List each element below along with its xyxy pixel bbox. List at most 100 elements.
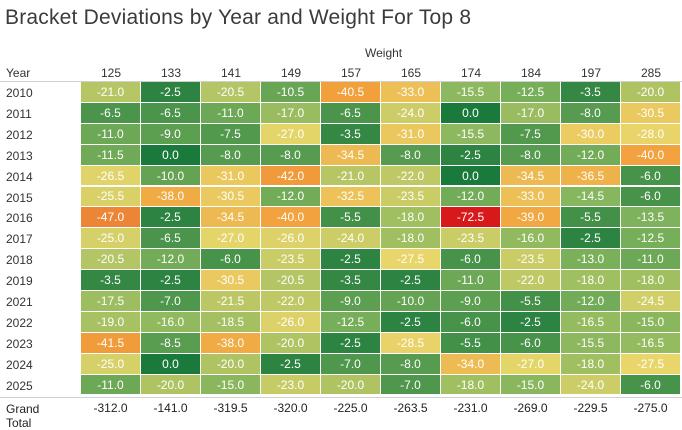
heatmap-cell: -18.0 xyxy=(441,374,500,395)
heatmap-cell: -5.5 xyxy=(561,207,620,228)
grand-total-value: -141.0 xyxy=(153,400,188,415)
heatmap-cell: -11.5 xyxy=(81,144,140,165)
heatmap-cell: -72.5 xyxy=(441,207,500,228)
heatmap-cell: -30.5 xyxy=(621,102,680,123)
heatmap-cell: -16.0 xyxy=(141,311,200,332)
heatmap-cell: -5.5 xyxy=(501,291,560,311)
heatmap-cell: -7.0 xyxy=(381,374,440,395)
row-header-2010: 2010 xyxy=(6,86,33,100)
heatmap-cell: -34.5 xyxy=(501,165,560,186)
row-header-2025: 2025 xyxy=(6,378,33,393)
heatmap-cell: -8.0 xyxy=(501,144,560,165)
heatmap-cell: -38.0 xyxy=(201,332,260,353)
grand-total-value: -312.0 xyxy=(93,400,128,415)
heatmap-cell: -2.5 xyxy=(321,332,380,353)
heatmap-cell: -7.0 xyxy=(141,291,200,311)
heatmap-cell: -28.5 xyxy=(381,332,440,353)
row-header-2021: 2021 xyxy=(6,295,33,309)
heatmap-cell: -40.0 xyxy=(261,207,320,228)
heatmap-cell: -6.0 xyxy=(621,374,680,395)
heatmap-cell: -9.0 xyxy=(141,123,200,144)
column-header-133: 133 xyxy=(160,66,182,80)
heatmap-cell: -5.5 xyxy=(441,332,500,353)
heatmap-cell: -25.0 xyxy=(81,228,140,249)
heatmap-cell: -27.5 xyxy=(381,249,440,270)
heatmap-cell: -26.0 xyxy=(261,228,320,249)
row-header-2022: 2022 xyxy=(6,315,33,330)
heatmap-cell: -33.0 xyxy=(381,82,440,102)
heatmap-cell: -6.0 xyxy=(621,165,680,186)
heatmap-cell: -18.0 xyxy=(561,270,620,290)
grand-total-label: Grand Total xyxy=(6,401,40,430)
heatmap-cell: -11.0 xyxy=(201,102,260,123)
heatmap-cell: -24.0 xyxy=(321,228,380,249)
row-header-2015: 2015 xyxy=(6,190,33,205)
heatmap-cell: -47.0 xyxy=(81,207,140,228)
heatmap-cell: -16.5 xyxy=(561,311,620,332)
heatmap-cell: 0.0 xyxy=(141,353,200,374)
row-header-2013: 2013 xyxy=(6,148,33,163)
heatmap-cell: -17.0 xyxy=(501,102,560,123)
heatmap-cell: -3.5 xyxy=(321,270,380,290)
heatmap-cell: -9.0 xyxy=(321,291,380,311)
heatmap-cell: -8.0 xyxy=(381,144,440,165)
row-axis-label: Year xyxy=(6,66,31,80)
heatmap-cell: -20.5 xyxy=(261,270,320,290)
heatmap-cell: -26.0 xyxy=(261,311,320,332)
heatmap-cell: -30.5 xyxy=(201,186,260,207)
heatmap-cell: -2.5 xyxy=(441,144,500,165)
heatmap-cell: -24.5 xyxy=(621,291,680,311)
heatmap-cell: -12.5 xyxy=(501,82,560,102)
heatmap-cell: -13.5 xyxy=(621,207,680,228)
heatmap-cell: -34.5 xyxy=(321,144,380,165)
heatmap-cell: -7.0 xyxy=(321,353,380,374)
column-header-285: 285 xyxy=(640,66,662,80)
column-header-165: 165 xyxy=(400,66,422,80)
heatmap-cell: -8.0 xyxy=(561,102,620,123)
heatmap-cell: -32.5 xyxy=(321,186,380,207)
heatmap-cell: -41.5 xyxy=(81,332,140,353)
heatmap-cell: -2.5 xyxy=(501,311,560,332)
heatmap-cell: -24.0 xyxy=(561,374,620,395)
heatmap-cell: -2.5 xyxy=(381,270,440,290)
heatmap-cell: -30.5 xyxy=(201,270,260,290)
grand-total-value: -269.0 xyxy=(513,400,548,415)
heatmap-cell: -12.0 xyxy=(561,291,620,311)
row-header-2023: 2023 xyxy=(6,336,33,351)
heatmap-cell: -20.5 xyxy=(201,82,260,102)
heatmap-cell: -11.0 xyxy=(621,249,680,270)
heatmap-cell: -12.0 xyxy=(261,186,320,207)
grand-total-value: -275.0 xyxy=(633,400,668,415)
heatmap-cell: -7.5 xyxy=(201,123,260,144)
grand-total-value: -263.5 xyxy=(393,400,428,415)
heatmap-cell: -20.0 xyxy=(261,332,320,353)
heatmap-cell: -23.5 xyxy=(441,228,500,249)
heatmap-cell: -31.0 xyxy=(201,165,260,186)
heatmap-cell: -15.0 xyxy=(621,311,680,332)
heatmap-cell: -14.5 xyxy=(561,186,620,207)
heatmap-cell: -24.0 xyxy=(381,102,440,123)
heatmap-cell: -2.5 xyxy=(561,228,620,249)
heatmap-cell: -40.5 xyxy=(321,82,380,102)
heatmap-cell: -17.0 xyxy=(261,102,320,123)
heatmap-cell: -6.0 xyxy=(621,186,680,207)
heatmap-cell: -25.5 xyxy=(81,186,140,207)
heatmap-cell: -5.5 xyxy=(321,207,380,228)
heatmap-cell: -8.0 xyxy=(261,144,320,165)
heatmap-cell: -15.0 xyxy=(201,374,260,395)
heatmap-cell: -18.0 xyxy=(561,353,620,374)
heatmap-cell: -15.5 xyxy=(561,332,620,353)
heatmap-cell: -15.0 xyxy=(501,374,560,395)
heatmap-cell: -9.0 xyxy=(441,291,500,311)
heatmap-cell: 0.0 xyxy=(441,165,500,186)
heatmap-cell: -19.0 xyxy=(81,311,140,332)
column-header-157: 157 xyxy=(340,66,362,80)
totals-divider xyxy=(0,396,682,398)
heatmap-cell: -12.5 xyxy=(621,228,680,249)
heatmap-cell: -2.5 xyxy=(141,207,200,228)
heatmap-cell: -23.5 xyxy=(381,186,440,207)
heatmap-cell: -20.0 xyxy=(201,353,260,374)
heatmap-cell: -3.5 xyxy=(321,123,380,144)
heatmap-cell: -18.0 xyxy=(381,207,440,228)
heatmap-cell: -23.5 xyxy=(261,249,320,270)
